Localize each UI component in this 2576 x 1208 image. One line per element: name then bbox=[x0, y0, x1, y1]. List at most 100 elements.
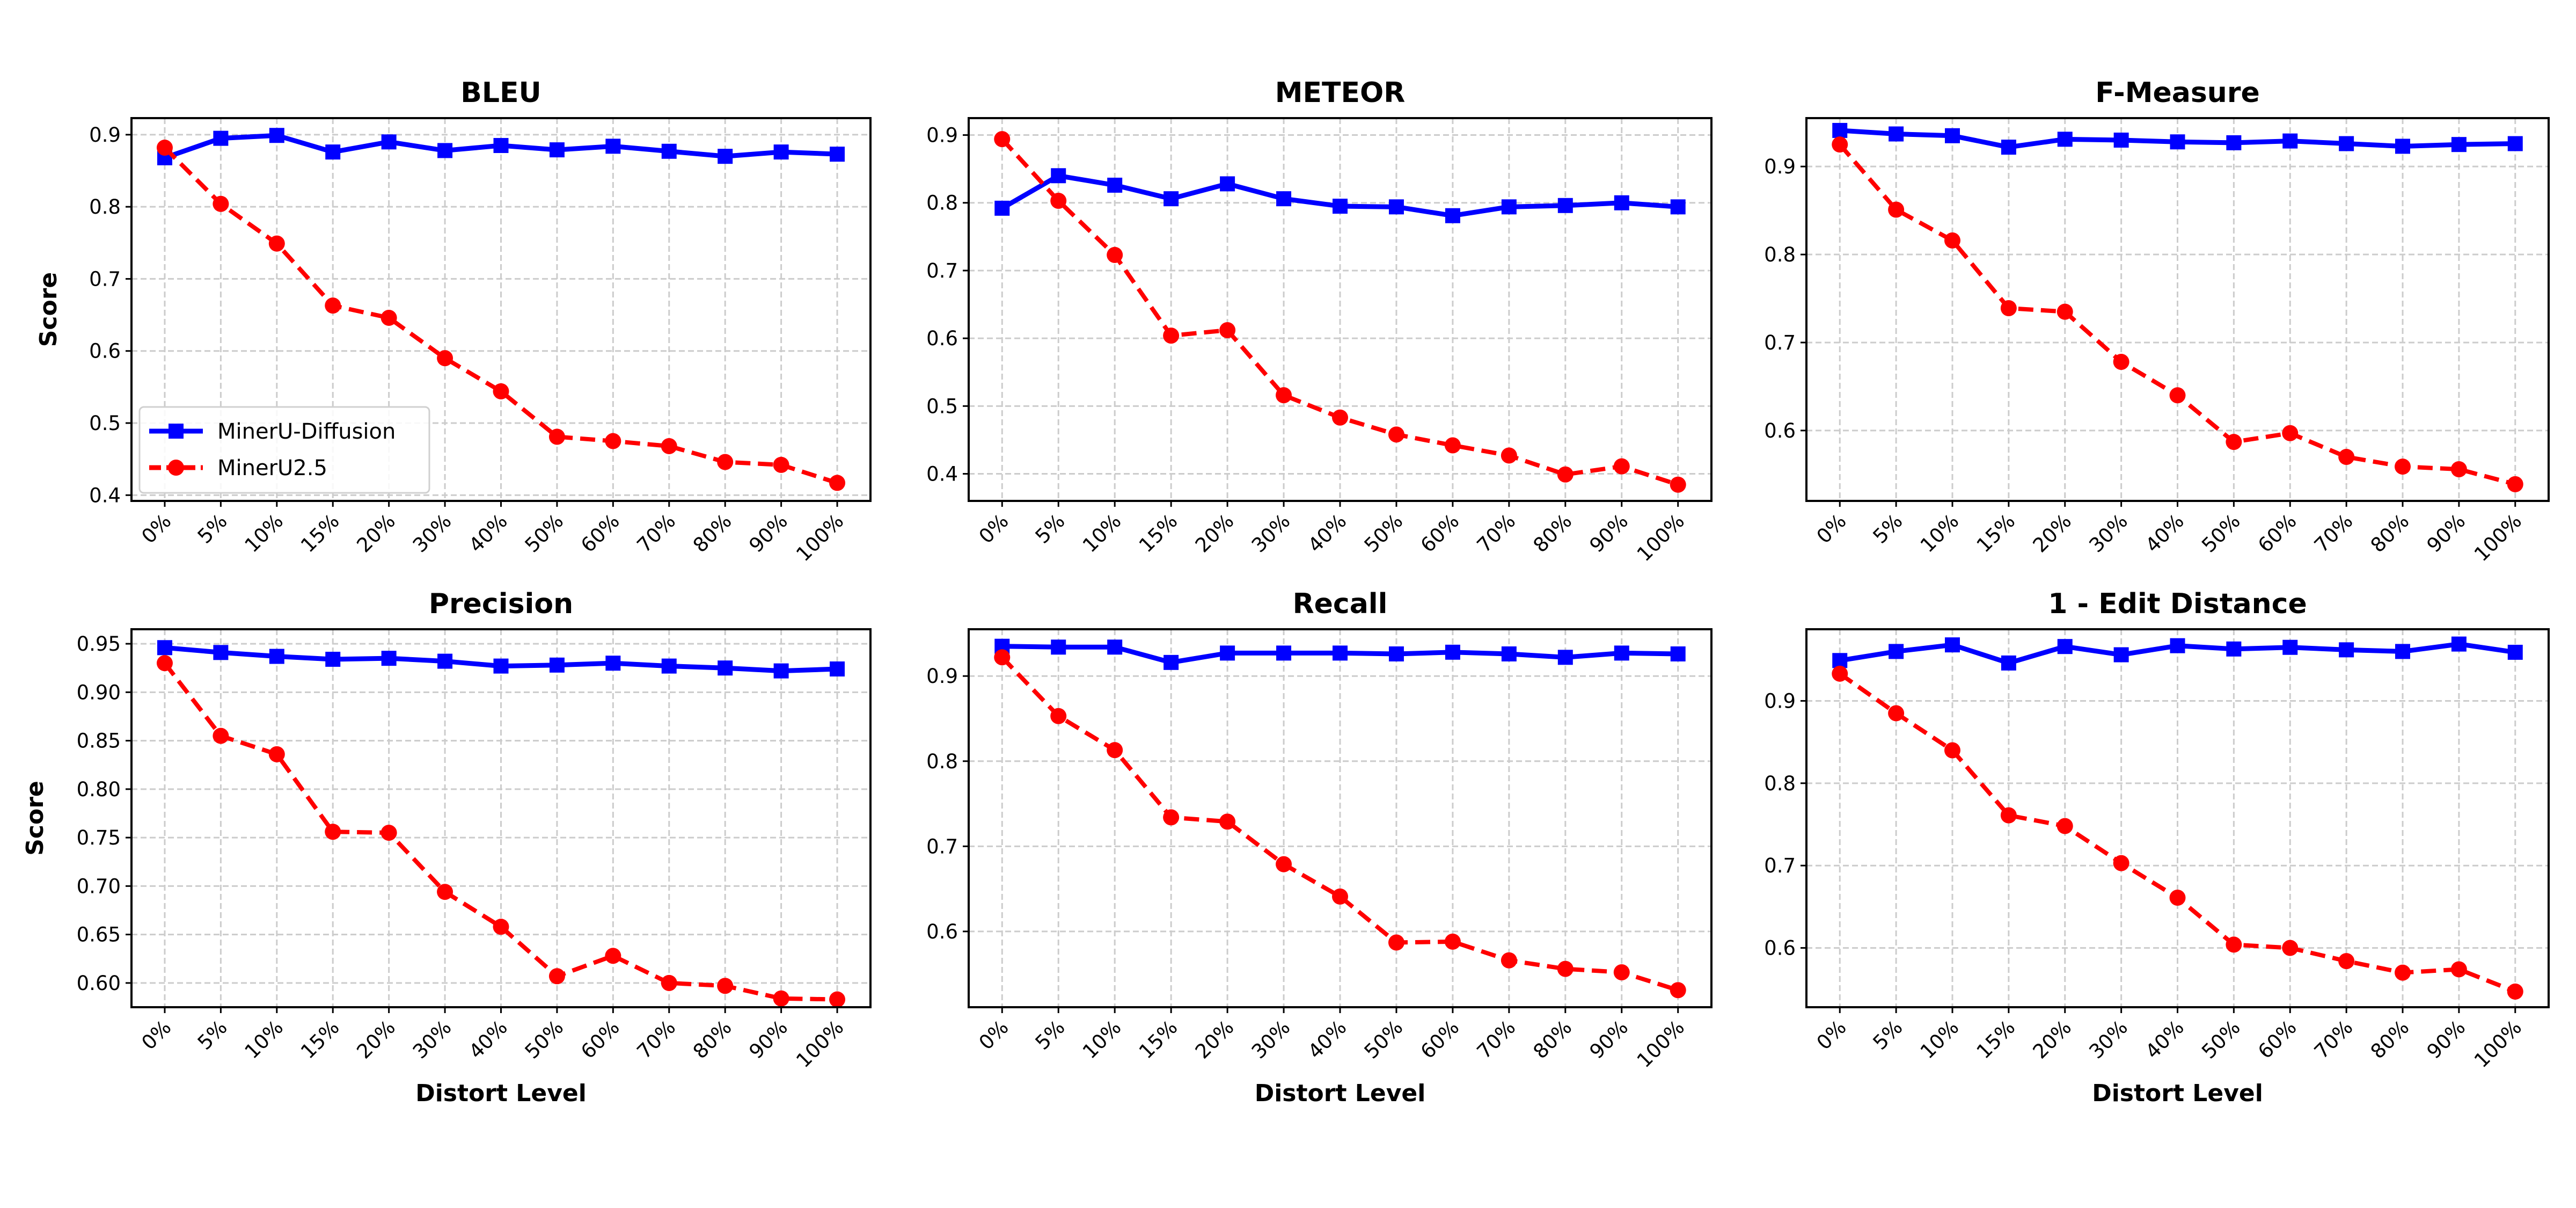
y-tick-label: 0.7 bbox=[1764, 331, 1796, 354]
data-point-square bbox=[1276, 645, 1292, 661]
data-point-square bbox=[213, 130, 229, 146]
x-tick-label: 0% bbox=[975, 1016, 1013, 1054]
y-tick-label: 0.7 bbox=[926, 259, 958, 282]
x-tick-label: 50% bbox=[2197, 510, 2245, 557]
legend-label: MinerU-Diffusion bbox=[217, 419, 396, 444]
y-tick-label: 0.9 bbox=[1764, 689, 1796, 712]
x-axis-label: Distort Level bbox=[2092, 1080, 2263, 1107]
data-point-circle bbox=[2507, 983, 2523, 1000]
data-point-square bbox=[1107, 639, 1123, 655]
legend-label: MinerU2.5 bbox=[217, 456, 327, 481]
x-tick-label: 10% bbox=[1916, 1016, 1964, 1064]
data-point-square bbox=[1889, 644, 1904, 659]
x-axis-label: Distort Level bbox=[415, 1080, 587, 1107]
data-point-square bbox=[1614, 195, 1629, 210]
x-tick-label: 20% bbox=[352, 510, 400, 557]
axes-frame bbox=[968, 117, 1713, 502]
data-point-square bbox=[1163, 191, 1179, 207]
data-point-square bbox=[994, 200, 1010, 216]
x-tick-label: 10% bbox=[240, 510, 288, 557]
data-point-square bbox=[1107, 177, 1123, 193]
data-point-circle bbox=[2507, 476, 2523, 492]
x-tick-label: 80% bbox=[2366, 1016, 2414, 1064]
subplot-0: 0.4 0.5 0.6 0.7 0.8 0.9 0% 5% 10% 15% 20% 30% 40% 50%… bbox=[35, 77, 872, 566]
x-tick-label: 15% bbox=[1972, 510, 2020, 557]
data-point-circle bbox=[1276, 387, 1292, 404]
data-point-square bbox=[2339, 136, 2354, 151]
axes-frame bbox=[130, 628, 872, 1008]
x-tick-label: 70% bbox=[633, 510, 680, 557]
data-point-circle bbox=[2282, 425, 2299, 441]
x-tick-label: 5% bbox=[1031, 1016, 1070, 1054]
x-tick-label: 10% bbox=[1078, 510, 1126, 557]
axes-frame bbox=[968, 628, 1713, 1008]
x-tick-label: 5% bbox=[1869, 1016, 1907, 1054]
data-point-circle bbox=[717, 454, 734, 470]
data-point-circle bbox=[2450, 461, 2467, 477]
subplot-title: Precision bbox=[429, 588, 573, 620]
data-point-circle bbox=[380, 825, 397, 841]
data-point-circle bbox=[2395, 964, 2411, 981]
x-tick-label: 30% bbox=[2084, 510, 2132, 557]
x-tick-label: 30% bbox=[408, 1016, 456, 1064]
x-tick-label: 40% bbox=[464, 1016, 512, 1064]
subplot-title: 1 - Edit Distance bbox=[2048, 588, 2307, 620]
data-point-square bbox=[325, 651, 341, 667]
data-point-circle bbox=[1944, 232, 1960, 249]
data-point-circle bbox=[2113, 855, 2129, 871]
x-tick-label: 5% bbox=[193, 510, 232, 548]
x-tick-label: 60% bbox=[2253, 510, 2301, 557]
x-tick-label: 100% bbox=[2470, 510, 2526, 566]
data-point-circle bbox=[2226, 434, 2242, 450]
y-tick-label: 0.90 bbox=[77, 681, 121, 704]
data-point-square bbox=[2057, 132, 2073, 147]
x-tick-label: 60% bbox=[1416, 1016, 1464, 1064]
x-tick-label: 10% bbox=[1078, 1016, 1126, 1064]
data-point-square bbox=[605, 139, 621, 154]
data-point-square bbox=[1501, 199, 1517, 215]
y-tick-label: 0.4 bbox=[926, 463, 958, 486]
data-point-square bbox=[2507, 136, 2523, 151]
x-tick-label: 20% bbox=[352, 1016, 400, 1064]
data-point-circle bbox=[493, 919, 509, 935]
x-tick-label: 20% bbox=[1191, 1016, 1239, 1064]
data-point-square bbox=[2113, 132, 2129, 148]
data-point-square bbox=[2282, 639, 2298, 655]
data-point-circle bbox=[605, 433, 621, 449]
data-point-circle bbox=[2226, 936, 2242, 953]
data-point-circle bbox=[773, 456, 789, 473]
x-tick-label: 60% bbox=[2253, 1016, 2301, 1064]
data-point-circle bbox=[325, 824, 341, 840]
data-point-circle bbox=[661, 438, 677, 454]
x-tick-label: 70% bbox=[2310, 1016, 2358, 1064]
x-tick-label: 70% bbox=[633, 1016, 680, 1064]
data-point-square bbox=[1276, 191, 1292, 207]
data-point-circle bbox=[1944, 742, 1960, 759]
data-point-square bbox=[1051, 639, 1066, 655]
data-point-circle bbox=[1501, 447, 1517, 464]
data-point-circle bbox=[605, 948, 621, 964]
data-point-square bbox=[549, 142, 565, 158]
x-tick-label: 50% bbox=[1360, 510, 1408, 557]
data-point-square bbox=[773, 663, 789, 679]
data-point-square bbox=[1388, 646, 1404, 661]
y-tick-label: 0.75 bbox=[77, 826, 121, 849]
x-tick-label: 90% bbox=[1585, 510, 1633, 557]
subplot-title: METEOR bbox=[1275, 77, 1406, 109]
y-tick-label: 0.6 bbox=[926, 920, 958, 943]
y-tick-label: 0.6 bbox=[1764, 937, 1796, 960]
data-point-circle bbox=[1557, 960, 1574, 977]
y-axis-label: Score bbox=[35, 272, 62, 347]
data-point-circle bbox=[1670, 982, 1686, 999]
data-point-circle bbox=[1670, 476, 1686, 493]
data-point-square bbox=[269, 128, 284, 143]
data-point-square bbox=[718, 660, 733, 676]
x-tick-label: 40% bbox=[464, 510, 512, 557]
x-tick-label: 30% bbox=[1247, 1016, 1295, 1064]
data-point-square bbox=[1501, 646, 1517, 661]
x-tick-label: 10% bbox=[1916, 510, 1964, 557]
axes-frame bbox=[1805, 117, 2550, 502]
x-tick-label: 80% bbox=[1529, 1016, 1577, 1064]
x-tick-label: 5% bbox=[193, 1016, 232, 1054]
data-point-square bbox=[1832, 122, 1848, 138]
